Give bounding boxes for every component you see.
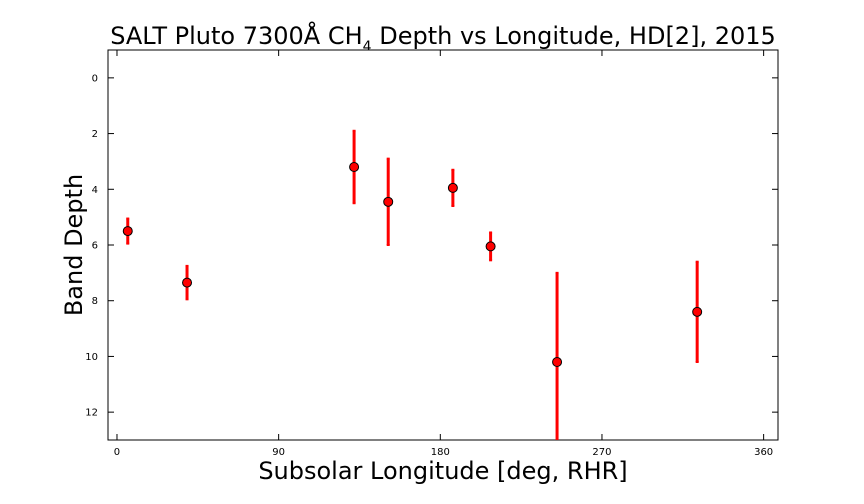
data-point xyxy=(447,182,458,193)
y-tick-label: 4 xyxy=(92,185,98,196)
y-tick-label: 6 xyxy=(92,241,98,252)
chart-marks: 0 90 180 270 360 0 2 4 6 8 10 12 xyxy=(85,50,778,458)
data-point xyxy=(485,241,496,252)
data-point xyxy=(182,277,193,288)
x-tick-label: 0 xyxy=(114,447,120,458)
plot-area xyxy=(107,49,779,441)
x-axis-label: Subsolar Longitude [deg, RHR] xyxy=(258,457,627,485)
data-point xyxy=(383,196,394,207)
y-tick-label: 0 xyxy=(92,73,98,84)
y-axis-label: Band Depth xyxy=(60,174,88,316)
x-tick-label: 270 xyxy=(592,447,611,458)
data-point xyxy=(349,162,360,172)
y-tick-label: 2 xyxy=(92,129,98,140)
data-point xyxy=(692,306,703,317)
y-tick-label: 10 xyxy=(85,352,98,363)
chart-title: SALT Pluto 7300Å CH4 Depth vs Longitude,… xyxy=(110,21,776,55)
x-tick-label: 180 xyxy=(431,447,450,458)
data-point xyxy=(122,226,133,237)
y-tick-label: 12 xyxy=(85,408,98,419)
data-point xyxy=(552,357,563,367)
x-tick-label: 360 xyxy=(754,447,773,458)
x-tick-label: 90 xyxy=(272,447,285,458)
y-tick-label: 8 xyxy=(92,296,98,307)
